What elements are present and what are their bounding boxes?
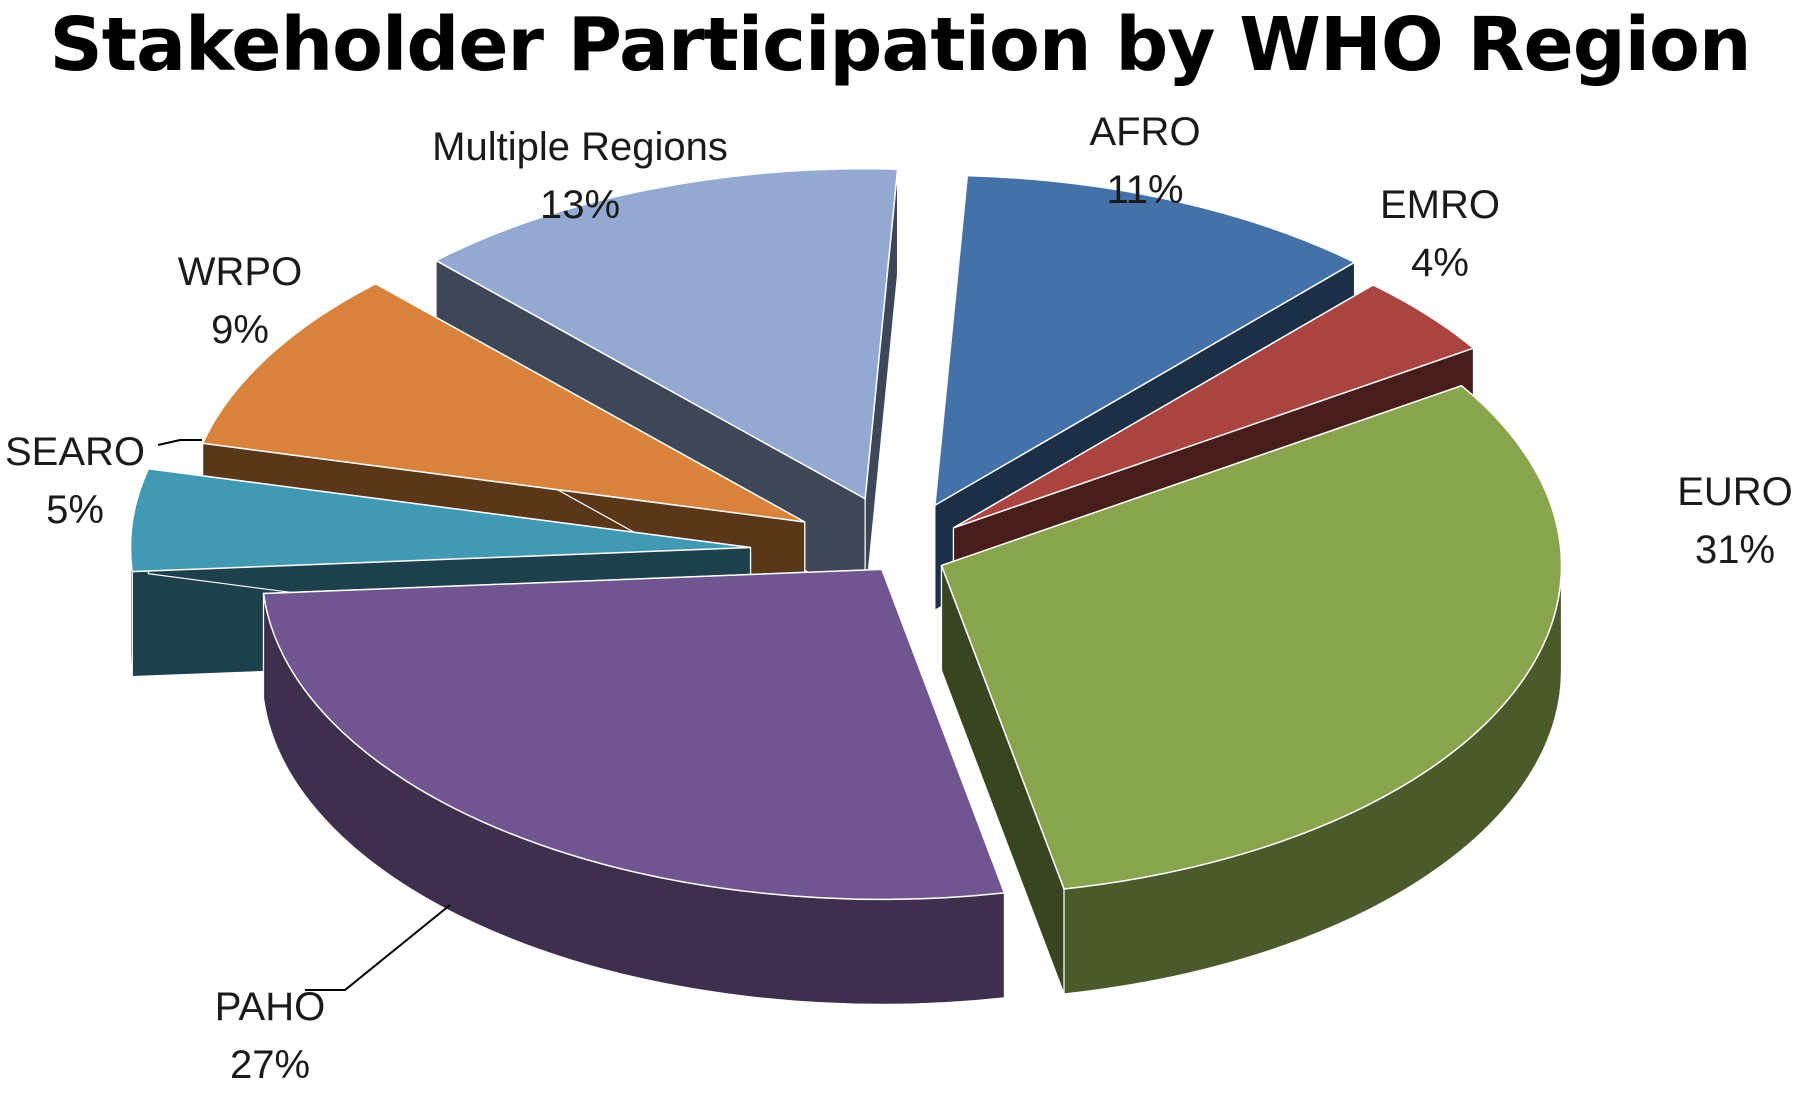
slice-label-paho: PAHO [215, 985, 325, 1029]
slice-top-face [434, 168, 899, 500]
slice-value-afro: 11% [1106, 168, 1183, 212]
slice-value-euro: 31% [1695, 528, 1775, 572]
slice-label-afro: AFRO [1089, 110, 1200, 154]
slice-label-wrpo: WRPO [178, 250, 302, 294]
slice-value-searo: 5% [46, 488, 104, 532]
slice-top-face [933, 174, 1357, 507]
slice-label-multiple-regions: Multiple Regions [432, 125, 728, 169]
slice-value-wrpo: 9% [211, 308, 269, 352]
pie-slice-paho [262, 568, 1006, 1005]
slice-label-searo: SEARO [5, 430, 145, 474]
slice-label-emro: EMRO [1380, 183, 1500, 227]
leader-line-searo [157, 439, 202, 446]
slice-top-face [129, 467, 751, 573]
slice-label-euro: EURO [1677, 470, 1793, 514]
slice-value-emro: 4% [1411, 241, 1469, 285]
slice-top-face [201, 282, 806, 523]
slice-value-paho: 27% [230, 1043, 310, 1087]
chart-title: Stakeholder Participation by WHO Region [49, 2, 1751, 88]
pie-slice-euro [940, 384, 1563, 995]
slice-top-face [940, 384, 1563, 890]
slice-top-face [262, 568, 1006, 901]
slice-top-face [953, 284, 1475, 529]
leader-line-paho [305, 904, 451, 991]
slice-value-multiple-regions: 13% [540, 183, 620, 227]
